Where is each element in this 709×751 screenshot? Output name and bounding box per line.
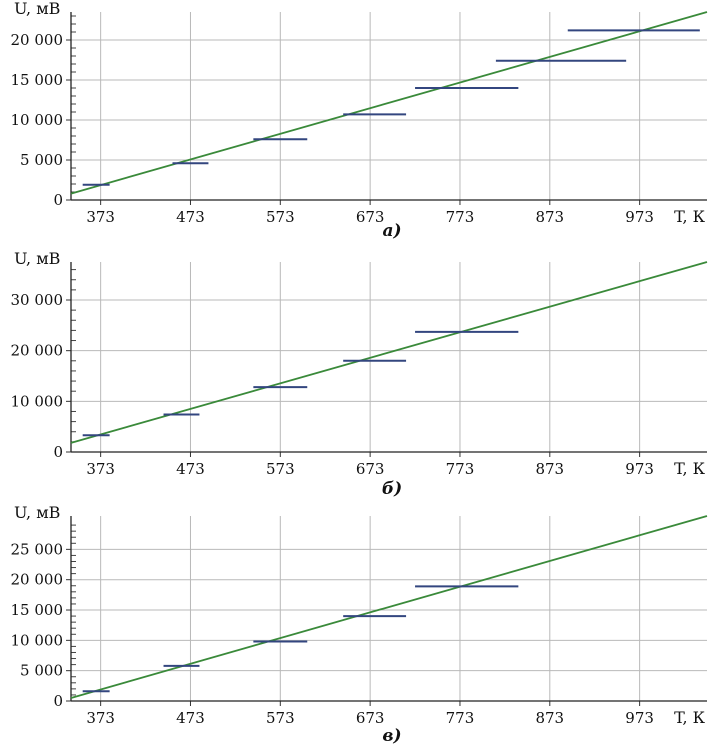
y-tick-label: 0 bbox=[53, 443, 63, 461]
y-tick-label: 20 000 bbox=[11, 571, 64, 589]
panel-subtitle: в) bbox=[382, 726, 401, 746]
y-axis-label: U, мВ bbox=[14, 0, 60, 18]
x-tick-label: 873 bbox=[535, 709, 564, 727]
fit-line bbox=[70, 11, 708, 195]
fit-line bbox=[70, 515, 708, 699]
y-tick-label: 20 000 bbox=[11, 342, 64, 360]
y-tick-label: 15 000 bbox=[11, 71, 64, 89]
chart-panel-2: 373 473 573 673 773 873 973 0 10 000 20 000 30 000… bbox=[11, 249, 708, 499]
x-tick-label: 773 bbox=[446, 208, 475, 226]
x-axis-label: T, К bbox=[674, 207, 705, 226]
chart-panel-1: 373 473 573 673 773 873 973 0 5 000 10 000 15 000 2… bbox=[11, 0, 708, 241]
y-tick-label: 0 bbox=[53, 191, 63, 209]
x-tick-label: 473 bbox=[176, 460, 205, 478]
x-tick-label: 973 bbox=[625, 208, 654, 226]
chart-panel-3: 373 473 573 673 773 873 973 0 5 000 10 000 15 000 2… bbox=[11, 503, 708, 746]
x-tick-label: 573 bbox=[266, 709, 295, 727]
y-tick-label: 10 000 bbox=[11, 111, 64, 129]
x-tick-label: 573 bbox=[266, 208, 295, 226]
y-tick-label: 5 000 bbox=[20, 151, 63, 169]
y-tick-label: 25 000 bbox=[11, 540, 64, 558]
y-axis-label: U, мВ bbox=[14, 503, 60, 522]
y-tick-label: 20 000 bbox=[11, 31, 64, 49]
x-axis-label: T, К bbox=[674, 459, 705, 478]
x-tick-label: 773 bbox=[446, 460, 475, 478]
x-tick-label: 773 bbox=[446, 709, 475, 727]
panel-subtitle: а) bbox=[382, 221, 401, 241]
y-tick-label: 0 bbox=[53, 692, 63, 710]
y-tick-label: 10 000 bbox=[11, 392, 64, 410]
y-axis-label: U, мВ bbox=[14, 249, 60, 268]
x-tick-label: 573 bbox=[266, 460, 295, 478]
x-tick-label: 473 bbox=[176, 709, 205, 727]
fit-line bbox=[70, 261, 708, 444]
x-axis-label: T, К bbox=[674, 708, 705, 727]
x-tick-label: 873 bbox=[535, 460, 564, 478]
x-tick-label: 973 bbox=[625, 460, 654, 478]
x-tick-label: 873 bbox=[535, 208, 564, 226]
x-tick-label: 673 bbox=[356, 460, 385, 478]
x-tick-label: 373 bbox=[86, 460, 115, 478]
y-tick-label: 15 000 bbox=[11, 601, 64, 619]
x-tick-label: 673 bbox=[356, 208, 385, 226]
y-tick-label: 30 000 bbox=[11, 291, 64, 309]
x-tick-label: 473 bbox=[176, 208, 205, 226]
x-tick-label: 973 bbox=[625, 709, 654, 727]
x-tick-label: 673 bbox=[356, 709, 385, 727]
panel-subtitle: б) bbox=[382, 479, 402, 499]
y-tick-label: 5 000 bbox=[20, 662, 63, 680]
x-tick-label: 373 bbox=[86, 208, 115, 226]
y-tick-label: 10 000 bbox=[11, 631, 64, 649]
x-tick-label: 373 bbox=[86, 709, 115, 727]
